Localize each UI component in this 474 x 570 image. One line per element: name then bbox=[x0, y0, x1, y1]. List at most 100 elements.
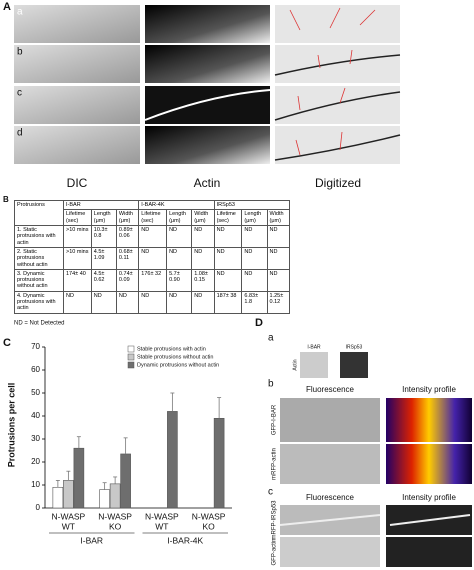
table-cell: ND bbox=[191, 246, 215, 270]
table-cell: ND bbox=[266, 246, 291, 270]
panel-letter: D bbox=[255, 317, 263, 329]
legend-swatch bbox=[127, 345, 135, 353]
y-tick-label: 50 bbox=[31, 388, 40, 397]
bar bbox=[120, 453, 131, 509]
image-label: Actin bbox=[292, 359, 298, 370]
table-cell: 4.5± 1.09 bbox=[90, 246, 117, 270]
column-label: DIC bbox=[67, 176, 88, 190]
sub-letter: a bbox=[268, 333, 274, 344]
table-cell: >10 mins bbox=[63, 246, 92, 270]
legend-swatch bbox=[127, 361, 135, 369]
table-cell: 187± 38 bbox=[213, 290, 243, 314]
x-tick-label: N-WASP bbox=[52, 511, 86, 521]
table-cell: I-BAR-4K bbox=[138, 199, 215, 211]
legend-label: Stable protrusions with actin bbox=[137, 346, 206, 352]
micrographs bbox=[14, 5, 472, 567]
table-cell: Length (μm) bbox=[90, 209, 117, 226]
x-tick-label: N-WASP bbox=[192, 511, 226, 521]
table-cell: IRSp53 bbox=[213, 199, 291, 211]
table-cell: ND bbox=[166, 224, 193, 248]
table-cell: ND bbox=[115, 290, 140, 314]
table-cell: 2. Static protrusions without actin bbox=[14, 246, 64, 270]
column-label: Actin bbox=[194, 176, 221, 190]
y-tick-label: 20 bbox=[31, 457, 40, 466]
image-header: Fluorescence bbox=[306, 385, 355, 394]
image-label: I-BAR bbox=[307, 344, 321, 350]
table-cell: ND bbox=[266, 224, 291, 248]
table-cell: 1.25± 0.12 bbox=[266, 290, 291, 314]
y-tick-label: 40 bbox=[31, 411, 40, 420]
table-cell: ND bbox=[213, 268, 243, 292]
group-label: I-BAR bbox=[80, 535, 103, 545]
x-tick-label: KO bbox=[202, 521, 215, 531]
row-letter: a bbox=[17, 7, 23, 18]
table-cell: 1. Static protrusions with actin bbox=[14, 224, 64, 248]
table-cell: ND bbox=[266, 268, 291, 292]
table-cell: ND bbox=[166, 246, 193, 270]
x-tick-label: WT bbox=[62, 521, 75, 531]
table-cell: ND bbox=[90, 290, 117, 314]
table-cell: ND bbox=[138, 246, 168, 270]
table-row: 4. Dynamic protrusions with actin ND ND ND N… bbox=[14, 290, 291, 314]
y-axis-label: Protrusions per cell bbox=[6, 383, 16, 468]
row-letter: d bbox=[17, 128, 23, 139]
table-cell: ND bbox=[166, 290, 193, 314]
image-label: IRSp53 bbox=[346, 344, 363, 350]
legend-label: Stable protrusions without actin bbox=[137, 354, 213, 360]
legend-swatch bbox=[127, 353, 135, 361]
table-cell: ND bbox=[138, 290, 168, 314]
y-tick-label: 0 bbox=[36, 503, 41, 512]
table-cell: Protrusions bbox=[14, 200, 64, 226]
table-note: ND = Not Detected bbox=[14, 321, 65, 327]
table-cell: 0.68± 0.11 bbox=[115, 246, 140, 270]
row-label: GFP-actin bbox=[272, 538, 278, 565]
table-cell: 0.89± 0.06 bbox=[115, 224, 140, 248]
table-cell: 4.5± 0.62 bbox=[90, 268, 117, 292]
table-cell: ND bbox=[213, 246, 243, 270]
table-row: 2. Static protrusions without actin >10 m… bbox=[14, 246, 291, 270]
bar bbox=[73, 447, 85, 509]
bar bbox=[213, 417, 225, 509]
table-cell: 176± 32 bbox=[138, 268, 168, 292]
x-tick-label: N-WASP bbox=[145, 511, 179, 521]
bar bbox=[109, 483, 121, 509]
table-cell: ND bbox=[241, 246, 268, 270]
y-tick-label: 30 bbox=[31, 434, 40, 443]
table-cell: 1.08± 0.15 bbox=[191, 268, 215, 292]
table-cell: Lifetime (sec) bbox=[138, 209, 168, 226]
group-label: I-BAR-4K bbox=[167, 535, 203, 545]
table-row: 1. Static protrusions with actin >10 mins… bbox=[14, 224, 291, 248]
panel-letter: A bbox=[3, 1, 11, 13]
table-cell: Width (μm) bbox=[266, 209, 291, 226]
y-tick-label: 10 bbox=[31, 480, 40, 489]
row-label: mRFP-actin bbox=[272, 448, 278, 480]
table-row: 3. Dynamic protrusions without actin 174±… bbox=[14, 268, 291, 292]
table-cell: 4. Dynamic protrusions with actin bbox=[14, 290, 64, 314]
legend-label: Dynamic protrusions without actin bbox=[137, 362, 219, 368]
bar bbox=[52, 486, 64, 509]
x-tick-label: KO bbox=[109, 521, 122, 531]
y-tick-label: 60 bbox=[31, 365, 40, 374]
x-tick-label: N-WASP bbox=[98, 511, 132, 521]
table-cell: ND bbox=[213, 224, 243, 248]
table-cell: Lifetime (sec) bbox=[213, 209, 243, 226]
table-cell: Length (μm) bbox=[166, 209, 193, 226]
table-cell: ND bbox=[241, 224, 268, 248]
column-label: Digitized bbox=[315, 176, 361, 190]
image-header: Intensity profile bbox=[402, 493, 456, 502]
row-label: GFP-I-BAR bbox=[272, 404, 278, 435]
table-cell: 0.74± 0.09 bbox=[115, 268, 140, 292]
panel-letter: B bbox=[3, 195, 9, 204]
panel-letter: C bbox=[3, 337, 11, 349]
table-cell: 6.83± 1.8 bbox=[241, 290, 268, 314]
table-cell: Width (μm) bbox=[191, 209, 215, 226]
table-cell: 174± 40 bbox=[63, 268, 92, 292]
image-header: Intensity profile bbox=[402, 385, 456, 394]
table-cell: ND bbox=[191, 290, 215, 314]
sub-letter: b bbox=[268, 379, 274, 390]
table-cell: 10.3± 0.8 bbox=[90, 224, 117, 248]
y-tick-label: 70 bbox=[31, 342, 40, 351]
table-cell: Lifetime (sec) bbox=[63, 209, 92, 226]
